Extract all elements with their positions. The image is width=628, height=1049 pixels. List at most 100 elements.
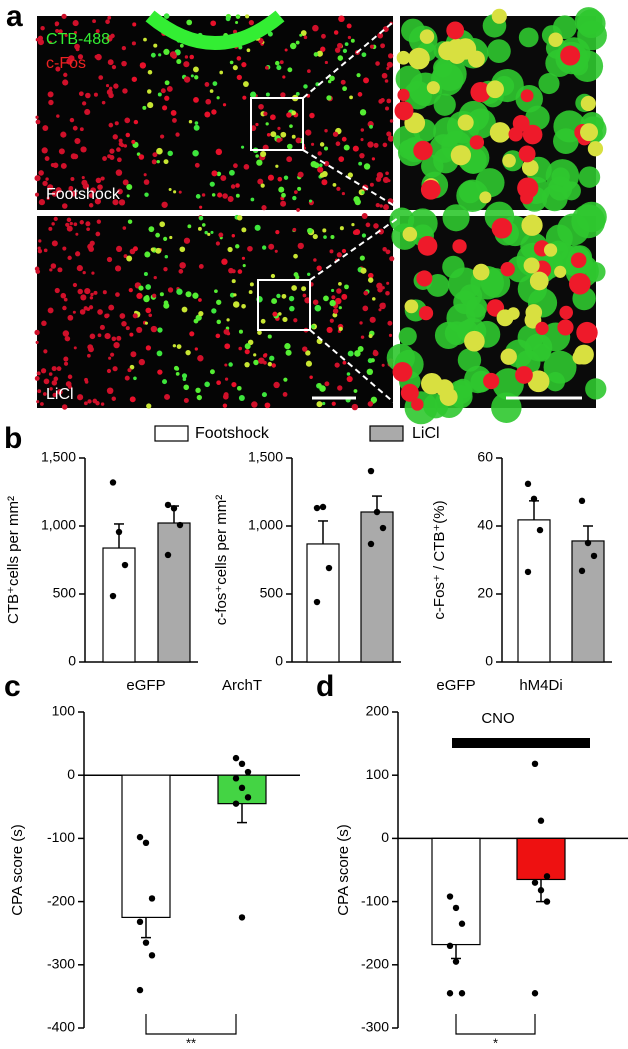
cell	[585, 262, 606, 282]
cell	[360, 335, 365, 339]
cell	[194, 347, 198, 351]
cell	[317, 383, 322, 388]
cell	[159, 221, 166, 228]
data-point	[313, 504, 321, 512]
cell	[296, 208, 300, 212]
cell	[233, 163, 238, 169]
y-tick-label: 100	[52, 703, 76, 719]
cell	[341, 191, 345, 196]
cell	[329, 318, 334, 323]
cell	[110, 352, 115, 357]
cell	[338, 156, 345, 162]
cell	[292, 227, 297, 232]
cell	[305, 350, 311, 356]
cell	[267, 334, 272, 339]
cell	[183, 76, 191, 83]
cell	[131, 139, 136, 144]
cell	[35, 38, 40, 42]
tract	[145, 10, 285, 50]
cell	[143, 173, 147, 177]
cell	[500, 261, 515, 277]
cell	[169, 51, 177, 58]
cell	[386, 98, 392, 104]
cell	[319, 385, 326, 392]
cell	[289, 305, 295, 312]
y-tick-label: 60	[477, 449, 493, 465]
cell	[338, 15, 345, 23]
data-point	[115, 528, 123, 536]
cell	[100, 176, 105, 181]
cell	[157, 369, 163, 375]
y-tick-label: 500	[53, 585, 77, 601]
cell	[383, 204, 389, 211]
cell	[72, 310, 76, 314]
cell	[299, 33, 303, 37]
cell	[458, 180, 482, 204]
cell	[37, 39, 44, 46]
cell	[304, 297, 311, 304]
cell	[282, 75, 286, 79]
cell	[312, 24, 319, 32]
cell	[336, 252, 342, 258]
cell	[333, 30, 339, 35]
y-tick-label: 0	[275, 653, 283, 669]
cell	[194, 162, 200, 168]
cell	[525, 304, 543, 321]
cell	[111, 396, 116, 401]
cell	[235, 193, 240, 198]
data-point	[238, 914, 246, 921]
cell	[211, 170, 218, 177]
cell	[84, 108, 91, 116]
cell	[38, 239, 42, 243]
cell	[160, 134, 165, 139]
cell	[275, 60, 280, 66]
panel-label: b	[4, 422, 22, 455]
cell	[479, 191, 492, 204]
cell	[162, 379, 168, 385]
cell	[56, 366, 62, 372]
cell	[126, 255, 133, 262]
significance-bracket	[145, 1014, 237, 1035]
cell	[86, 307, 91, 312]
cell	[261, 392, 267, 398]
cell	[580, 95, 596, 112]
cell	[363, 163, 371, 170]
cell	[248, 19, 254, 26]
cell	[360, 128, 365, 132]
cell	[523, 257, 540, 274]
cell	[209, 369, 215, 375]
cell	[357, 92, 363, 97]
cell	[255, 122, 259, 127]
cell	[188, 119, 193, 124]
cell	[326, 95, 332, 101]
zoom-line	[302, 17, 399, 99]
cell	[78, 91, 84, 97]
cell	[167, 287, 174, 293]
cell	[192, 149, 199, 157]
cell	[156, 159, 160, 164]
cell	[55, 28, 60, 33]
cell	[122, 88, 128, 94]
y-tick-label: 500	[260, 585, 284, 601]
cell	[297, 171, 304, 178]
data-point	[446, 990, 454, 997]
cell	[40, 368, 47, 374]
cell	[361, 190, 365, 195]
cell	[241, 227, 247, 233]
cell	[400, 383, 419, 402]
cell	[184, 55, 189, 59]
cell	[158, 53, 162, 57]
panel-label: a	[6, 0, 23, 33]
cell	[330, 235, 335, 240]
cell	[102, 156, 107, 161]
cell	[114, 265, 122, 272]
cell	[35, 115, 39, 119]
cell	[84, 287, 91, 295]
cell	[173, 365, 179, 371]
cell	[120, 143, 125, 148]
cell	[143, 37, 147, 42]
cell	[235, 21, 239, 25]
cell	[48, 40, 52, 45]
cell	[105, 19, 110, 25]
cell	[102, 290, 107, 295]
